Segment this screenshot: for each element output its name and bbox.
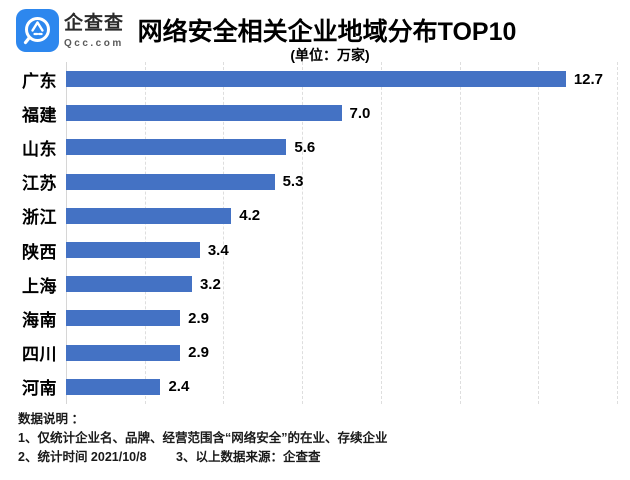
chart-row: 浙江 4.2 [0, 199, 630, 233]
category-label: 浙江 [22, 208, 57, 228]
bar [66, 276, 192, 293]
bar [66, 173, 275, 190]
category-label: 广东 [22, 71, 57, 91]
bar-chart: 广东 12.7 福建 7.0 山东 5.6 江苏 5.3 浙江 4.2 陕西 3.4 上海 3.2 海南 2.… [0, 62, 630, 404]
note-line-2: 2、统计时间 2021/10/8 3、以上数据来源：企查查 [18, 448, 387, 467]
value-label: 2.9 [188, 309, 209, 327]
chart-row: 广东 12.7 [0, 62, 630, 96]
bar [66, 344, 181, 361]
value-label: 4.2 [239, 207, 261, 225]
bar [66, 207, 232, 224]
chart-row: 四川 2.9 [0, 336, 630, 370]
unit-label: (单位：万家) [290, 47, 370, 63]
y-axis-line [66, 62, 67, 404]
gridline [538, 62, 540, 404]
value-label: 5.3 [282, 173, 304, 191]
bar [66, 105, 342, 122]
note-source: 3、以上数据来源：企查查 [176, 450, 321, 464]
note-line-1: 1、仅统计企业名、品牌、经营范围含“网络安全”的在业、存续企业 [18, 431, 388, 445]
category-label: 福建 [22, 105, 57, 125]
bar [66, 310, 181, 327]
gridline [223, 62, 225, 404]
data-notes: 数据说明 ： 1、仅统计企业名、品牌、经营范围含“网络安全”的在业、存续企业 2… [18, 410, 387, 467]
chart-row: 陕西 3.4 [0, 233, 630, 267]
chart-row: 上海 3.2 [0, 267, 630, 301]
value-label: 12.7 [573, 70, 604, 88]
gridline [617, 62, 618, 404]
gridline [380, 62, 382, 404]
chart-row: 河南 2.4 [0, 370, 630, 404]
value-label: 3.2 [199, 275, 221, 293]
gridline [144, 62, 146, 404]
category-label: 四川 [22, 345, 57, 365]
qcc-logo-icon [16, 9, 59, 52]
category-label: 海南 [22, 310, 57, 330]
value-label: 5.6 [294, 138, 316, 156]
page-title: 网络安全相关企业地域分布TOP10 [137, 18, 517, 46]
bar [66, 139, 287, 156]
gridline [302, 62, 304, 404]
category-label: 陕西 [22, 242, 57, 262]
chart-row: 福建 7.0 [0, 96, 630, 130]
brand-text: 企查查 Qcc.com [64, 13, 124, 50]
bar [66, 378, 161, 395]
brand-domain: Qcc.com [64, 38, 124, 49]
qcc-logo-svg [16, 9, 59, 52]
bar [66, 71, 566, 88]
chart-row: 江苏 5.3 [0, 165, 630, 199]
category-label: 山东 [22, 139, 57, 159]
gridline [459, 62, 461, 404]
brand-name: 企查查 [64, 13, 125, 34]
note-stat-date: 2、统计时间 2021/10/8 [18, 450, 147, 464]
notes-heading: 数据说明 ： [18, 412, 84, 426]
chart-row: 海南 2.9 [0, 301, 630, 335]
value-label: 7.0 [349, 104, 371, 122]
category-label: 江苏 [22, 174, 57, 194]
category-label: 上海 [22, 276, 57, 296]
chart-row: 山东 5.6 [0, 130, 630, 164]
value-label: 3.4 [207, 241, 229, 259]
bar [66, 242, 200, 259]
gridlines [0, 62, 630, 404]
value-label: 2.9 [188, 344, 209, 362]
value-label: 2.4 [168, 378, 190, 396]
category-label: 河南 [22, 379, 57, 399]
chart-rows: 广东 12.7 福建 7.0 山东 5.6 江苏 5.3 浙江 4.2 陕西 3.4 上海 3.2 海南 2.… [0, 62, 630, 404]
